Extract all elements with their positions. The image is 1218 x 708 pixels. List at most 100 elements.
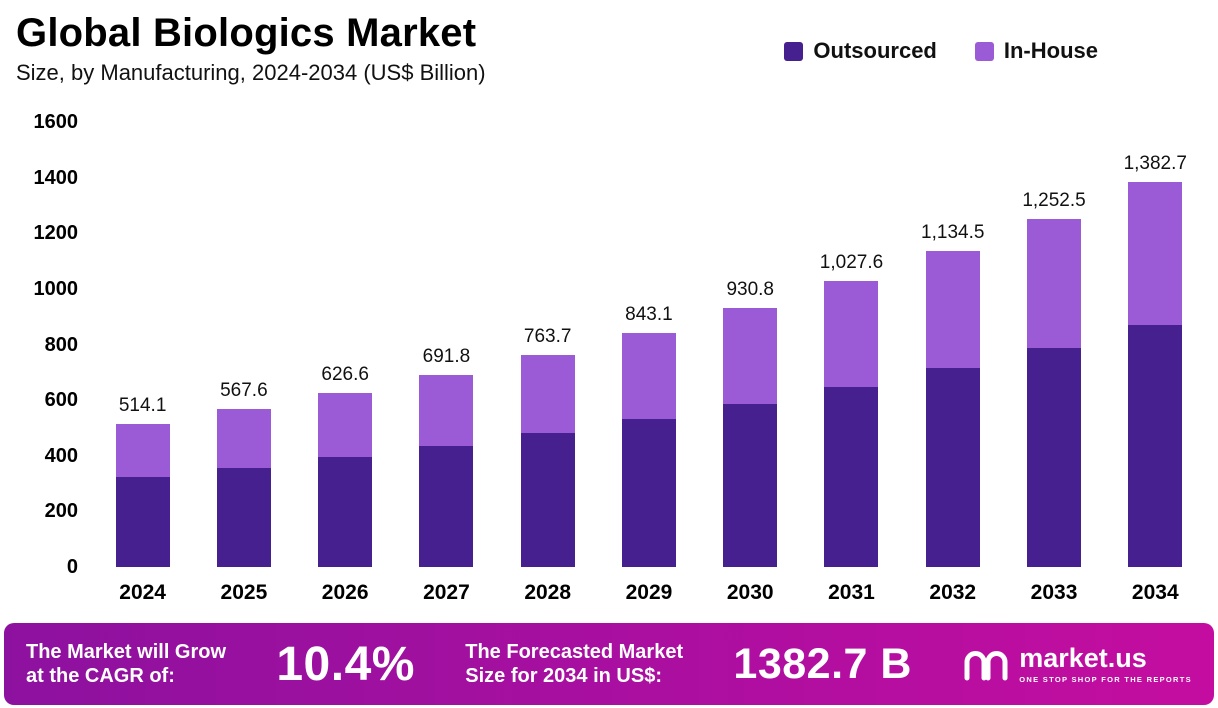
segment-in-house[interactable] (723, 308, 778, 404)
stacked-bar[interactable] (1027, 218, 1082, 567)
segment-in-house[interactable] (419, 374, 474, 446)
page-title: Global Biologics Market (16, 11, 477, 55)
stacked-bar[interactable] (1128, 182, 1183, 567)
brand-text: market.us ONE STOP SHOP FOR THE REPORTS (1019, 642, 1192, 684)
bar-total-label: 1,252.5 (1022, 189, 1086, 211)
legend-item-outsourced[interactable]: Outsourced (784, 38, 937, 64)
cagr-label-line2: at the CAGR of: (26, 665, 175, 687)
y-tick-label: 1000 (33, 277, 79, 300)
bar-column: 567.6 (194, 380, 294, 567)
bar-total-label: 514.1 (118, 395, 167, 417)
x-tick-label: 2029 (625, 581, 673, 604)
segment-in-house[interactable] (1027, 218, 1082, 348)
brand-name: market.us (1019, 642, 1147, 673)
bar-column: 1,382.7 (1105, 153, 1205, 567)
x-tick-label: 2024 (119, 581, 166, 604)
segment-outsourced[interactable] (621, 419, 676, 567)
bar-total-label: 1,382.7 (1123, 153, 1187, 175)
bar-column: 514.1 (93, 395, 193, 567)
stacked-bar[interactable] (520, 354, 575, 567)
x-tick-label: 2031 (828, 581, 875, 604)
segment-outsourced[interactable] (318, 457, 373, 567)
legend-item-in-house[interactable]: In-House (974, 38, 1098, 64)
x-tick-label: 2028 (524, 581, 572, 604)
chart-subtitle: Size, by Manufacturing, 2024-2034 (US$ B… (16, 60, 486, 85)
bar-total-label: 763.7 (523, 325, 572, 347)
forecast-value: 1382.7 B (733, 639, 912, 688)
y-tick-label: 200 (44, 500, 78, 523)
bar-column: 1,027.6 (801, 252, 901, 567)
segment-outsourced[interactable] (925, 368, 980, 567)
segment-in-house[interactable] (1128, 182, 1183, 325)
market-us-logo-icon (964, 651, 1008, 681)
x-tick-label: 2025 (220, 581, 268, 604)
chart-header: Global Biologics Market Size, by Manufac… (16, 10, 486, 86)
y-tick-label: 400 (44, 444, 78, 467)
x-tick-label: 2032 (929, 581, 977, 604)
segment-outsourced[interactable] (1128, 324, 1183, 567)
cagr-value: 10.4% (276, 637, 415, 691)
segment-outsourced[interactable] (723, 403, 778, 567)
y-tick-label: 0 (66, 556, 78, 578)
segment-outsourced[interactable] (1027, 347, 1082, 567)
segment-in-house[interactable] (216, 409, 271, 468)
segment-outsourced[interactable] (115, 476, 170, 567)
bars-row: 514.1 567.6 626.6 691.8 763.7 843.1 930.8 1,027… (92, 122, 1206, 567)
segment-in-house[interactable] (520, 354, 575, 434)
bar-total-label: 1,134.5 (921, 222, 985, 244)
plot-area: 514.1 567.6 626.6 691.8 763.7 843.1 930.8 1,027… (92, 122, 1206, 604)
bar-column: 843.1 (599, 304, 699, 567)
stacked-bar[interactable] (318, 392, 373, 567)
y-tick-label: 800 (44, 333, 78, 356)
stacked-bar[interactable] (723, 308, 778, 567)
bar-total-label: 567.6 (220, 380, 268, 402)
x-axis-labels: 2024 2025 2026 2027 2028 2029 2030 2031 2032 2033… (92, 581, 1206, 605)
x-tick-label: 2034 (1131, 581, 1179, 604)
y-tick-label: 600 (44, 389, 78, 412)
y-tick-label: 1400 (33, 166, 79, 189)
bar-column: 626.6 (295, 364, 395, 567)
bar-total-label: 1,027.6 (819, 252, 884, 274)
market-us-brand[interactable]: market.us ONE STOP SHOP FOR THE REPORTS (962, 642, 1192, 684)
segment-in-house[interactable] (318, 392, 373, 458)
bar-total-label: 691.8 (422, 345, 471, 367)
bar-total-label: 843.1 (625, 303, 673, 325)
x-tick-label: 2026 (321, 581, 369, 604)
cagr-label-line1: The Market will Grow (26, 641, 227, 663)
bar-column: 930.8 (700, 279, 800, 567)
segment-outsourced[interactable] (520, 433, 575, 567)
stacked-bar[interactable] (216, 409, 271, 567)
legend: Outsourced In-House (784, 38, 1098, 64)
segment-outsourced[interactable] (419, 445, 474, 567)
x-tick-label: 2030 (726, 581, 774, 604)
legend-label-in-house: In-House (1003, 38, 1098, 63)
legend-swatch-in-house-icon (974, 41, 994, 61)
stacked-bar[interactable] (824, 281, 879, 567)
forecast-label-line1: The Forecasted Market (465, 641, 684, 663)
legend-label-outsourced: Outsourced (813, 38, 937, 63)
bottom-banner: The Market will Grow at the CAGR of: 10.… (4, 623, 1214, 705)
x-tick-label: 2027 (423, 581, 470, 604)
bar-total-label: 930.8 (726, 279, 774, 301)
y-tick-label: 1200 (33, 222, 79, 245)
segment-outsourced[interactable] (824, 386, 879, 567)
segment-in-house[interactable] (925, 251, 980, 369)
segment-in-house[interactable] (115, 424, 170, 477)
forecast-label: The Forecasted Market Size for 2034 in U… (465, 640, 683, 688)
brand-tagline: ONE STOP SHOP FOR THE REPORTS (1019, 674, 1192, 684)
y-axis: 0 200 400 600 800 1000 1200 1400 1600 (8, 111, 79, 578)
stacked-bar[interactable] (925, 251, 980, 567)
bar-total-label: 626.6 (321, 363, 369, 385)
stacked-bar[interactable] (115, 424, 170, 567)
bar-column: 1,134.5 (903, 222, 1003, 567)
y-tick-label: 1600 (33, 111, 79, 133)
bar-column: 1,252.5 (1004, 190, 1104, 567)
bar-column: 691.8 (396, 346, 496, 567)
segment-outsourced[interactable] (216, 467, 271, 567)
segment-in-house[interactable] (621, 332, 676, 420)
segment-in-house[interactable] (824, 281, 879, 387)
stacked-bar[interactable] (621, 332, 676, 567)
stacked-bar[interactable] (419, 374, 474, 567)
forecast-label-line2: Size for 2034 in US$: (465, 665, 662, 687)
